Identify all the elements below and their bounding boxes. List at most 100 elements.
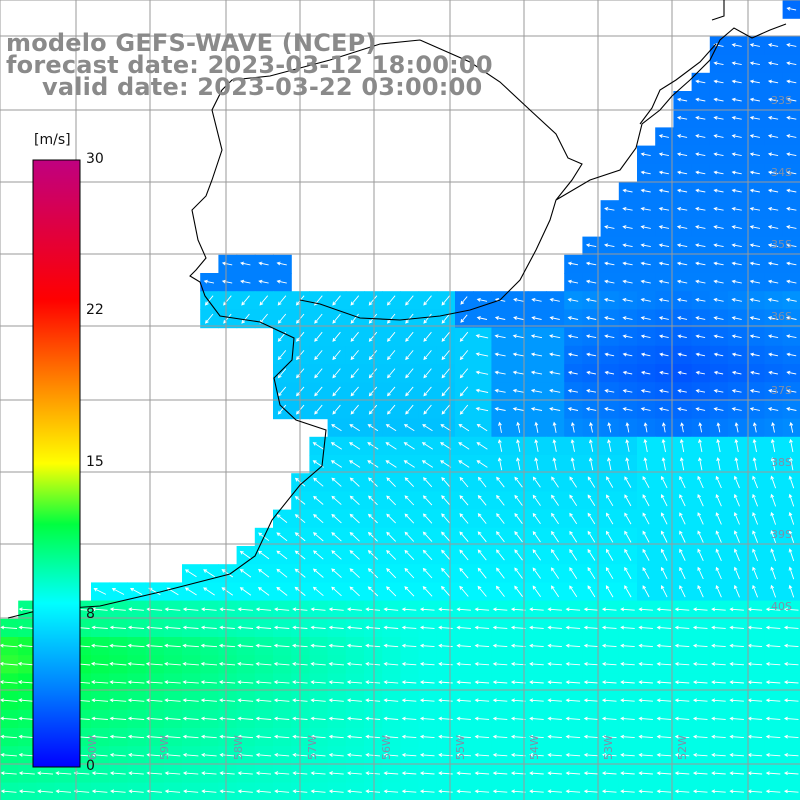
latitude-labels: 33S 34S 35S 36S 37S 38S 39S 40S [771, 94, 792, 613]
wind-arrow [383, 716, 399, 721]
wind-arrow [332, 368, 341, 379]
wind-arrow [127, 716, 145, 721]
wind-arrow [349, 424, 360, 432]
wind-arrow [731, 316, 742, 320]
wind-arrow [549, 334, 561, 339]
wind-arrow [547, 643, 562, 648]
wind-arrow [550, 549, 560, 561]
wind-arrow [770, 438, 776, 453]
wind-arrow [328, 698, 344, 703]
wind-arrow [752, 530, 759, 543]
wind-arrow [767, 316, 779, 320]
wind-arrow [731, 279, 742, 284]
wind-arrow [711, 734, 726, 739]
wind-arrow [496, 567, 505, 579]
wind-arrow [514, 476, 523, 488]
wind-arrow [496, 476, 505, 488]
wind-arrow [387, 350, 396, 361]
wind-arrow [692, 789, 708, 794]
wind-arrow [331, 495, 342, 505]
wind-arrow [659, 389, 669, 393]
longitude-label: 52W [676, 735, 689, 760]
wind-arrow [516, 421, 521, 433]
wind-arrow [585, 407, 597, 411]
wind-arrow [788, 548, 795, 562]
wind-arrow [312, 532, 324, 542]
wind-arrow [404, 549, 415, 561]
wind-arrow [529, 734, 544, 739]
wind-arrow [715, 530, 722, 543]
wind-arrow [477, 585, 487, 597]
wind-arrow [419, 789, 435, 794]
wind-arrow [749, 170, 760, 175]
wind-arrow [786, 370, 797, 375]
wind-arrow [419, 771, 435, 776]
wind-arrow [90, 661, 109, 666]
wind-arrow [258, 279, 269, 284]
wind-arrow [365, 680, 381, 685]
colorbar-tick-30: 30 [86, 151, 104, 167]
wind-arrow [731, 188, 742, 193]
wind-arrow [273, 643, 290, 648]
wind-arrow [0, 789, 17, 794]
wind-arrow [552, 421, 557, 433]
wind-arrow [567, 316, 579, 320]
wind-arrow [328, 771, 344, 776]
wind-arrow [547, 607, 562, 612]
wind-arrow [529, 716, 544, 721]
wind-arrow [713, 243, 724, 248]
wind-arrow [788, 566, 795, 580]
wind-arrow [549, 388, 561, 393]
wind-arrow [456, 789, 471, 794]
wind-arrow [404, 477, 415, 488]
wind-arrow [459, 513, 469, 524]
wind-arrow [674, 625, 690, 630]
wind-arrow [697, 493, 704, 507]
wind-arrow [589, 421, 593, 433]
wind-arrow [783, 625, 799, 630]
wind-arrow [549, 316, 560, 320]
wind-arrow [346, 752, 362, 757]
wind-arrow [422, 424, 433, 432]
wind-arrow [713, 225, 724, 229]
wind-arrow [786, 152, 797, 157]
wind-arrow [788, 584, 795, 598]
wind-arrow [383, 607, 399, 612]
wind-arrow [729, 771, 744, 776]
wind-arrow [423, 331, 432, 342]
wind-arrow [367, 568, 379, 579]
wind-arrow [330, 442, 343, 450]
wind-arrow [731, 43, 742, 47]
wind-arrow [679, 585, 686, 598]
wind-arrow [601, 716, 617, 721]
wind-arrow [203, 569, 215, 578]
wind-arrow [331, 586, 342, 597]
wind-arrow [530, 370, 543, 375]
wind-arrow [328, 734, 344, 739]
wind-arrow [752, 566, 759, 580]
wind-arrow [733, 530, 740, 543]
wind-arrow [459, 368, 469, 379]
wind-arrow [768, 352, 779, 357]
wind-arrow [349, 477, 360, 487]
wind-arrow [383, 698, 399, 703]
wind-arrow [200, 698, 217, 703]
wind-arrow [601, 734, 617, 739]
wind-arrow [604, 206, 615, 211]
wind-arrow [658, 188, 669, 193]
wind-arrow [219, 716, 235, 721]
wind-arrow [569, 585, 578, 598]
wind-arrow [200, 625, 217, 630]
wind-arrow [620, 698, 635, 703]
wind-arrow [786, 79, 797, 84]
wind-arrow [313, 550, 324, 560]
wind-arrow [164, 716, 181, 721]
wind-arrow [419, 661, 435, 666]
wind-arrow [788, 475, 795, 489]
wind-arrow [713, 316, 724, 320]
wind-arrow [182, 625, 199, 630]
wind-arrow [601, 625, 617, 630]
wind-arrow [368, 295, 378, 306]
wind-arrow [604, 225, 615, 229]
wind-arrow [569, 530, 578, 543]
